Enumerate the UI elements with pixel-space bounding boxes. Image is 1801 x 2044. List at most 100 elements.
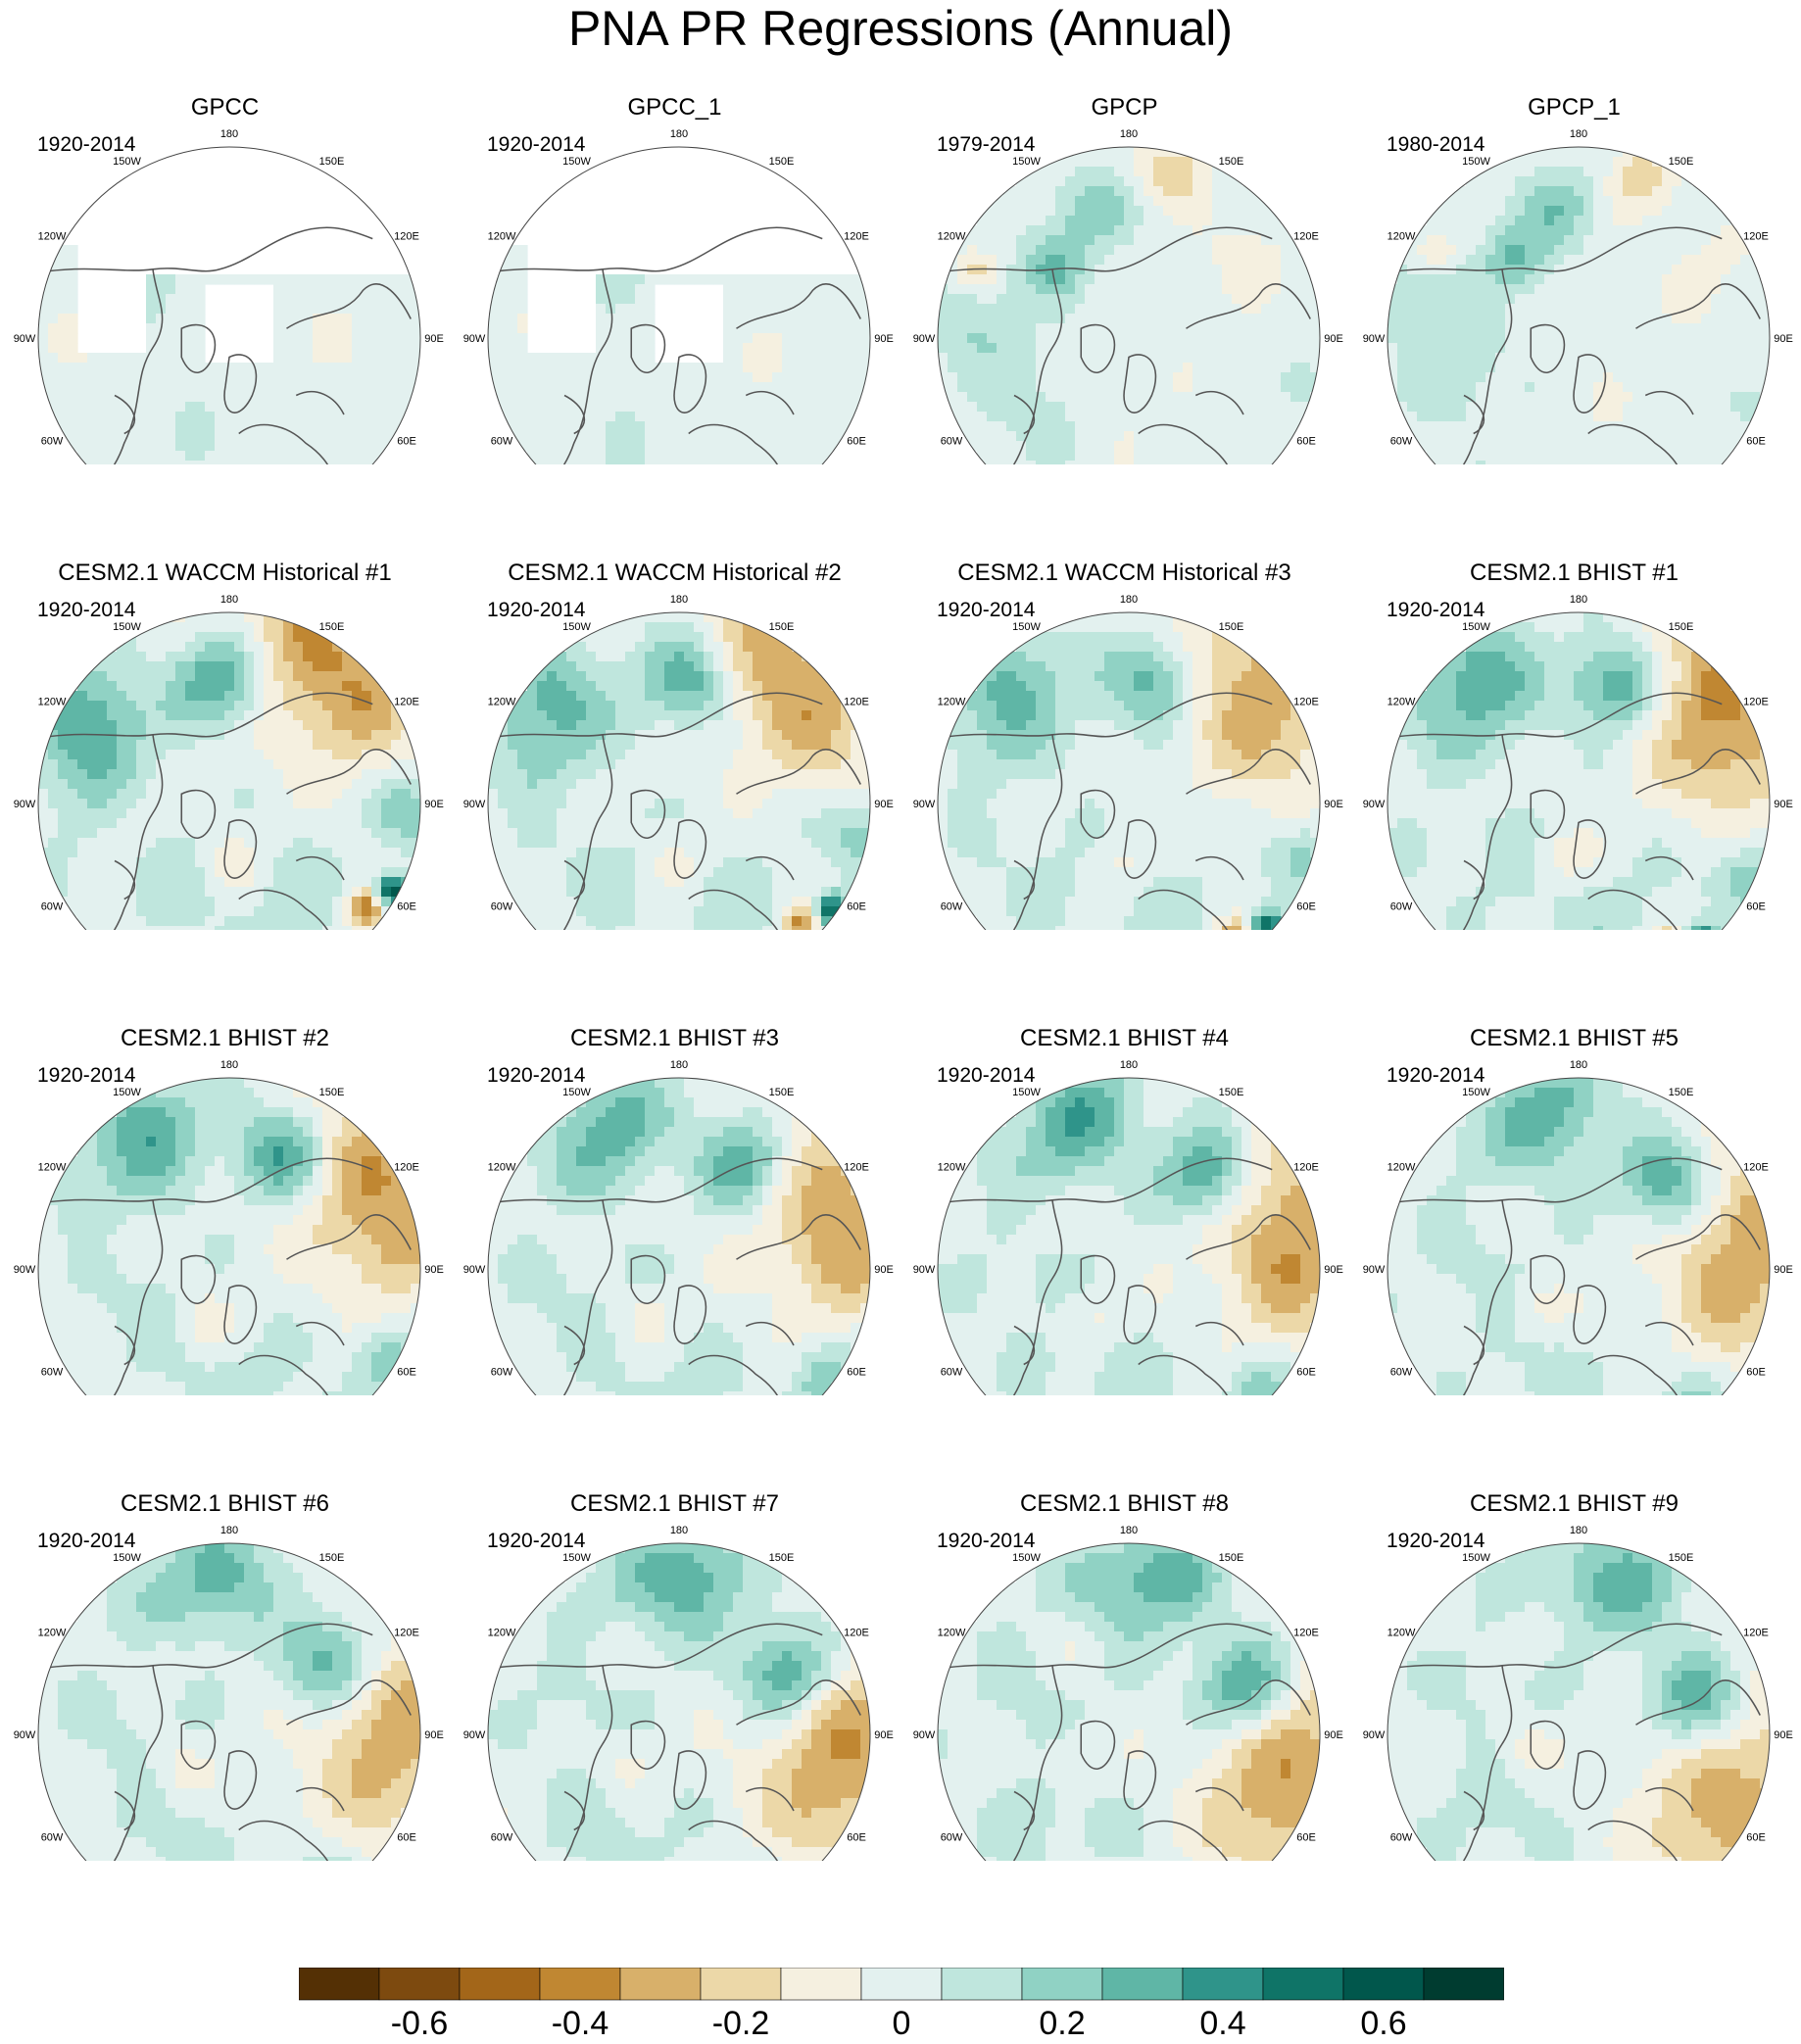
field-cell — [322, 720, 333, 731]
field-cell — [126, 382, 137, 393]
field-cell — [195, 323, 206, 334]
field-cell — [527, 392, 538, 403]
field-cell — [1750, 274, 1761, 285]
field-cell — [1485, 431, 1496, 442]
field-cell — [1183, 176, 1193, 187]
field-cell — [293, 461, 304, 464]
field-cell — [1173, 323, 1184, 334]
field-cell — [77, 392, 88, 403]
field-cell — [48, 333, 59, 344]
field-cell — [753, 372, 763, 383]
field-cell — [77, 769, 88, 780]
field-cell — [87, 769, 98, 780]
field-cell — [1525, 392, 1535, 403]
field-cell — [625, 392, 636, 403]
field-cell — [215, 720, 225, 731]
field-cell — [146, 808, 157, 819]
field-cell — [166, 304, 176, 315]
field-cell — [635, 333, 646, 344]
field-cell — [352, 828, 363, 839]
field-cell — [283, 612, 294, 623]
field-cell — [97, 701, 108, 711]
field-cell — [1241, 431, 1252, 442]
field-cell — [38, 779, 49, 790]
field-cell — [136, 808, 147, 819]
field-cell — [1075, 216, 1086, 226]
field-cell — [293, 759, 304, 770]
field-cell — [322, 710, 333, 721]
field-cell — [1760, 363, 1770, 373]
field-cell — [1193, 225, 1203, 236]
field-cell — [1574, 147, 1584, 158]
field-cell — [1153, 186, 1164, 197]
field-cell — [156, 284, 167, 295]
field-cell — [1075, 176, 1086, 187]
field-cell — [1525, 314, 1535, 324]
field-cell — [283, 789, 294, 800]
field-cell — [1505, 186, 1516, 197]
field-cell — [1134, 235, 1144, 246]
field-cell — [1730, 323, 1741, 334]
field-cell — [1183, 314, 1193, 324]
field-cell — [136, 750, 147, 760]
field-cell — [107, 769, 118, 780]
field-cell — [185, 661, 196, 672]
field-cell — [293, 818, 304, 829]
field-cell — [1407, 284, 1418, 295]
field-cell — [1701, 314, 1712, 324]
field-cell — [224, 720, 235, 731]
field-cell — [1485, 196, 1496, 207]
field-cell — [1153, 421, 1164, 432]
field-cell — [273, 323, 284, 334]
field-cell — [1730, 431, 1741, 442]
field-cell — [1593, 412, 1604, 422]
field-cell — [313, 284, 323, 295]
field-cell — [860, 323, 870, 334]
field-cell — [1436, 314, 1447, 324]
field-cell — [1476, 274, 1486, 285]
field-cell — [107, 857, 118, 868]
field-cell — [1153, 323, 1164, 334]
field-cell — [557, 441, 567, 452]
field-cell — [1476, 372, 1486, 383]
field-cell — [527, 402, 538, 413]
field-cell — [1095, 206, 1105, 217]
field-cell — [1505, 265, 1516, 275]
field-cell — [352, 304, 363, 315]
field-cell — [664, 451, 675, 462]
field-cell — [293, 274, 304, 285]
field-cell — [606, 372, 616, 383]
field-cell — [1232, 421, 1242, 432]
field-cell — [1603, 363, 1614, 373]
field-cell — [97, 769, 108, 780]
field-cell — [38, 818, 49, 829]
field-cell — [1593, 255, 1604, 266]
field-cell — [156, 799, 167, 809]
field-cell — [957, 392, 968, 403]
field-cell — [156, 838, 167, 849]
field-cell — [1183, 353, 1193, 364]
field-cell — [175, 740, 186, 751]
field-cell — [1075, 167, 1086, 177]
field-cell — [1721, 412, 1731, 422]
field-cell — [1407, 294, 1418, 305]
field-cell — [1046, 363, 1056, 373]
field-cell — [508, 353, 518, 364]
field-cell — [1163, 225, 1174, 236]
field-cell — [1046, 382, 1056, 393]
field-cell — [244, 808, 255, 819]
field-cell — [957, 245, 968, 256]
field-cell — [547, 382, 558, 393]
field-cell — [821, 333, 832, 344]
field-cell — [1222, 235, 1233, 246]
field-cell — [782, 392, 793, 403]
field-cell — [1574, 157, 1584, 168]
field-cell — [215, 828, 225, 839]
field-cell — [1114, 353, 1125, 364]
field-cell — [1153, 353, 1164, 364]
field-cell — [1095, 314, 1105, 324]
field-cell — [234, 421, 245, 432]
field-cell — [1672, 186, 1682, 197]
field-cell — [381, 759, 392, 770]
field-cell — [557, 353, 567, 364]
